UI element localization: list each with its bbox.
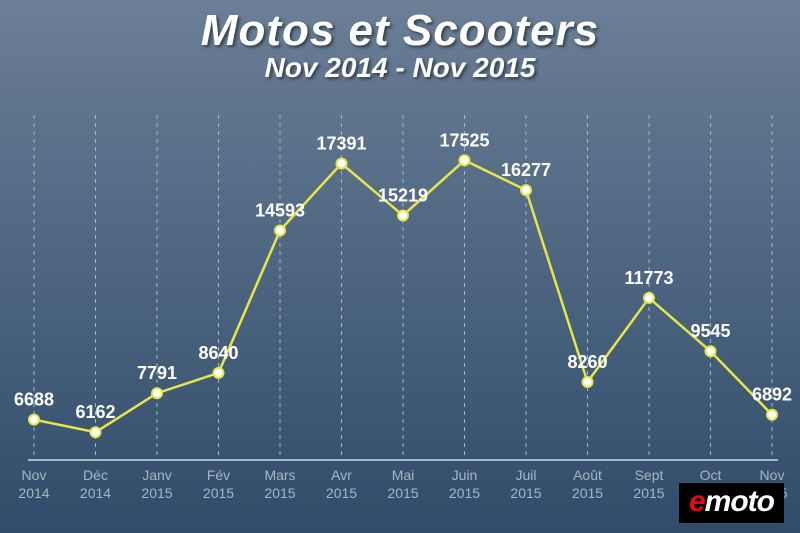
value-label: 9545 bbox=[690, 321, 730, 341]
chart-subtitle: Nov 2014 - Nov 2015 bbox=[0, 52, 800, 84]
x-axis-label: Mai 2015 bbox=[387, 467, 418, 501]
value-label: 7791 bbox=[137, 363, 177, 383]
svg-text:2015: 2015 bbox=[510, 485, 541, 501]
svg-text:Nov: Nov bbox=[760, 467, 785, 483]
data-point bbox=[644, 293, 654, 303]
logo-rest: moto bbox=[705, 485, 774, 518]
data-point bbox=[706, 346, 716, 356]
svg-text:Mai: Mai bbox=[392, 467, 415, 483]
value-label: 8260 bbox=[567, 352, 607, 372]
data-point bbox=[29, 415, 39, 425]
data-point bbox=[521, 185, 531, 195]
svg-text:2015: 2015 bbox=[203, 485, 234, 501]
x-axis-label: Nov 2014 bbox=[18, 467, 49, 501]
data-point bbox=[214, 368, 224, 378]
svg-text:2015: 2015 bbox=[387, 485, 418, 501]
x-axis-label: Janv 2015 bbox=[141, 467, 172, 501]
logo-letter-e: e bbox=[689, 485, 705, 518]
value-label: 14593 bbox=[255, 200, 305, 220]
svg-text:2014: 2014 bbox=[80, 485, 111, 501]
value-label: 6688 bbox=[14, 390, 54, 410]
data-point bbox=[583, 377, 593, 387]
svg-text:2015: 2015 bbox=[141, 485, 172, 501]
svg-text:Avr: Avr bbox=[331, 467, 352, 483]
svg-text:Déc: Déc bbox=[83, 467, 108, 483]
logo-emoto: emoto bbox=[679, 483, 784, 523]
svg-text:Nov: Nov bbox=[22, 467, 47, 483]
svg-text:2015: 2015 bbox=[264, 485, 295, 501]
x-axis-label: Déc 2014 bbox=[80, 467, 111, 501]
value-label: 17525 bbox=[439, 130, 489, 150]
data-point bbox=[337, 159, 347, 169]
value-label: 16277 bbox=[501, 160, 551, 180]
data-point bbox=[398, 210, 408, 220]
value-label: 15219 bbox=[378, 185, 428, 205]
svg-text:Oct: Oct bbox=[700, 467, 722, 483]
value-label: 6162 bbox=[75, 402, 115, 422]
svg-text:Fév: Fév bbox=[207, 467, 230, 483]
data-point bbox=[275, 225, 285, 235]
x-axis-label: Août 2015 bbox=[572, 467, 603, 501]
svg-text:Juil: Juil bbox=[515, 467, 536, 483]
data-point bbox=[460, 155, 470, 165]
x-axis-label: Mars 2015 bbox=[264, 467, 295, 501]
x-axis-label: Sept 2015 bbox=[633, 467, 664, 501]
value-label: 11773 bbox=[624, 268, 673, 288]
svg-text:Août: Août bbox=[573, 467, 602, 483]
x-axis-label: Avr 2015 bbox=[326, 467, 357, 501]
svg-text:2015: 2015 bbox=[449, 485, 480, 501]
value-label: 8640 bbox=[198, 343, 238, 363]
chart-title: Motos et Scooters bbox=[0, 0, 800, 56]
data-point bbox=[767, 410, 777, 420]
svg-text:2015: 2015 bbox=[326, 485, 357, 501]
svg-text:Juin: Juin bbox=[452, 467, 478, 483]
x-axis-label: Fév 2015 bbox=[203, 467, 234, 501]
value-label: 6892 bbox=[752, 385, 792, 405]
value-label: 17391 bbox=[316, 134, 366, 154]
svg-text:Janv: Janv bbox=[142, 467, 172, 483]
svg-text:2015: 2015 bbox=[633, 485, 664, 501]
chart-area: 6688 6162 7791 8640 14593 17391 15219 17525 1627… bbox=[0, 105, 800, 533]
x-axis-label: Juin 2015 bbox=[449, 467, 480, 501]
svg-text:2014: 2014 bbox=[18, 485, 49, 501]
svg-text:Mars: Mars bbox=[264, 467, 295, 483]
data-point bbox=[152, 388, 162, 398]
svg-text:2015: 2015 bbox=[572, 485, 603, 501]
line-chart: 6688 6162 7791 8640 14593 17391 15219 17525 1627… bbox=[0, 105, 800, 533]
x-axis-label: Juil 2015 bbox=[510, 467, 541, 501]
svg-text:Sept: Sept bbox=[635, 467, 664, 483]
data-point bbox=[91, 427, 101, 437]
